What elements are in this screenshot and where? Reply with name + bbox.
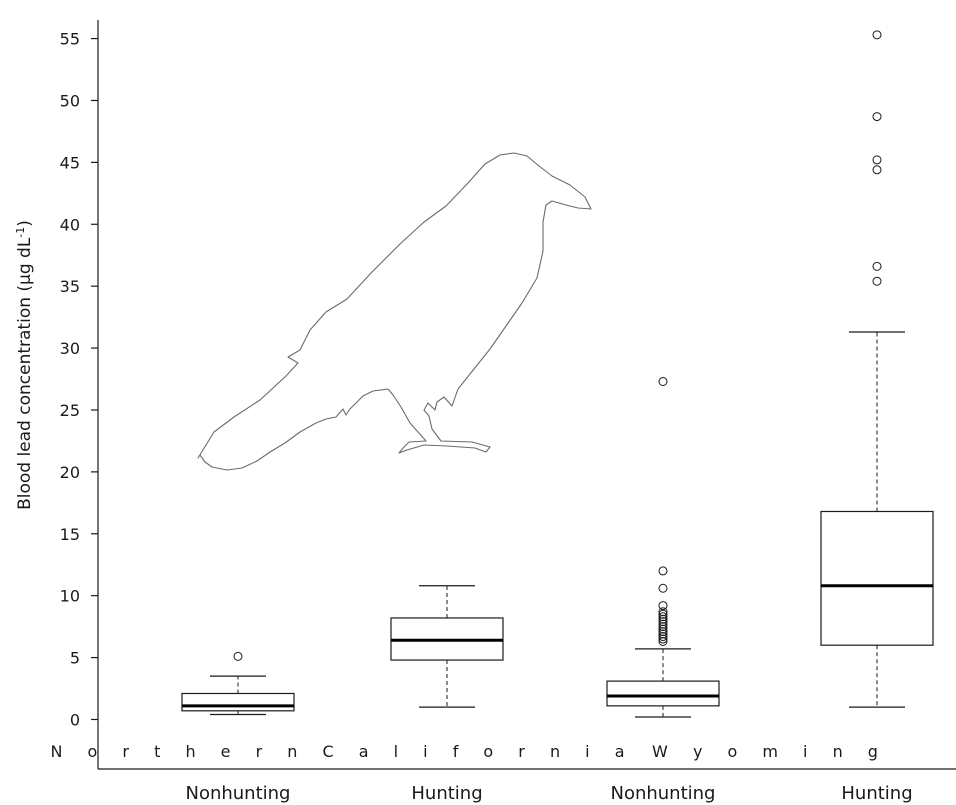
box-3 <box>606 377 720 718</box>
outlier-point <box>658 607 668 617</box>
outlier-point <box>658 627 668 637</box>
box-iqr <box>181 692 295 712</box>
y-tick-label: 30 <box>60 339 80 358</box>
y-ticks: 0 5 10 15 20 25 30 35 40 45 50 55 <box>60 30 98 729</box>
outlier-point <box>658 583 668 593</box>
outlier-point <box>658 601 668 611</box>
y-tick-label: 5 <box>70 649 80 668</box>
outlier-point <box>872 261 882 271</box>
outlier-point <box>658 617 668 627</box>
outlier-point <box>872 155 882 165</box>
x-category-label: Nonhunting <box>185 783 290 804</box>
group-label: N o r t h e r n C a l i f o r n i a <box>50 742 634 761</box>
outlier-point <box>872 276 882 286</box>
boxes <box>181 30 934 718</box>
y-axis-label-superscript: -1 <box>14 227 27 238</box>
outlier-point <box>658 619 668 629</box>
raven-silhouette-icon <box>197 152 592 471</box>
box-4 <box>820 30 934 708</box>
y-tick-label: 35 <box>60 277 80 296</box>
outlier-point <box>658 622 668 632</box>
outlier-point <box>658 629 668 639</box>
outlier-point <box>872 112 882 122</box>
y-tick-label: 20 <box>60 463 80 482</box>
y-tick-label: 10 <box>60 587 80 606</box>
outlier-point <box>658 614 668 624</box>
category-labels: Nonhunting Hunting Nonhunting Hunting <box>185 783 912 804</box>
y-axis-label-main: Blood lead concentration (µg dL <box>15 237 35 510</box>
outlier-point <box>233 651 243 661</box>
outlier-point <box>872 30 882 40</box>
outlier-point <box>658 632 668 642</box>
outlier-point <box>872 165 882 175</box>
y-tick-label: 15 <box>60 525 80 544</box>
outlier-point <box>658 377 668 387</box>
outlier-point <box>658 634 668 644</box>
y-tick-label: 55 <box>60 30 80 49</box>
x-category-label: Nonhunting <box>610 783 715 804</box>
outlier-point <box>658 636 668 646</box>
x-category-label: Hunting <box>411 783 482 804</box>
box-iqr <box>820 510 934 646</box>
box-1 <box>181 651 295 716</box>
group-label: W y o m i n g <box>652 742 888 761</box>
outlier-point <box>658 566 668 576</box>
outlier-point <box>658 609 668 619</box>
y-tick-label: 50 <box>60 91 80 110</box>
y-tick-label: 45 <box>60 153 80 172</box>
y-axis-label-close: ) <box>15 220 35 227</box>
box-2 <box>390 585 504 708</box>
outlier-point <box>658 612 668 622</box>
y-tick-label: 40 <box>60 215 80 234</box>
x-category-label: Hunting <box>841 783 912 804</box>
box-iqr <box>606 680 720 707</box>
y-tick-label: 0 <box>70 710 80 729</box>
outlier-point <box>658 624 668 634</box>
y-axis-label: Blood lead concentration (µg dL-1) <box>14 220 36 510</box>
y-tick-label: 25 <box>60 401 80 420</box>
